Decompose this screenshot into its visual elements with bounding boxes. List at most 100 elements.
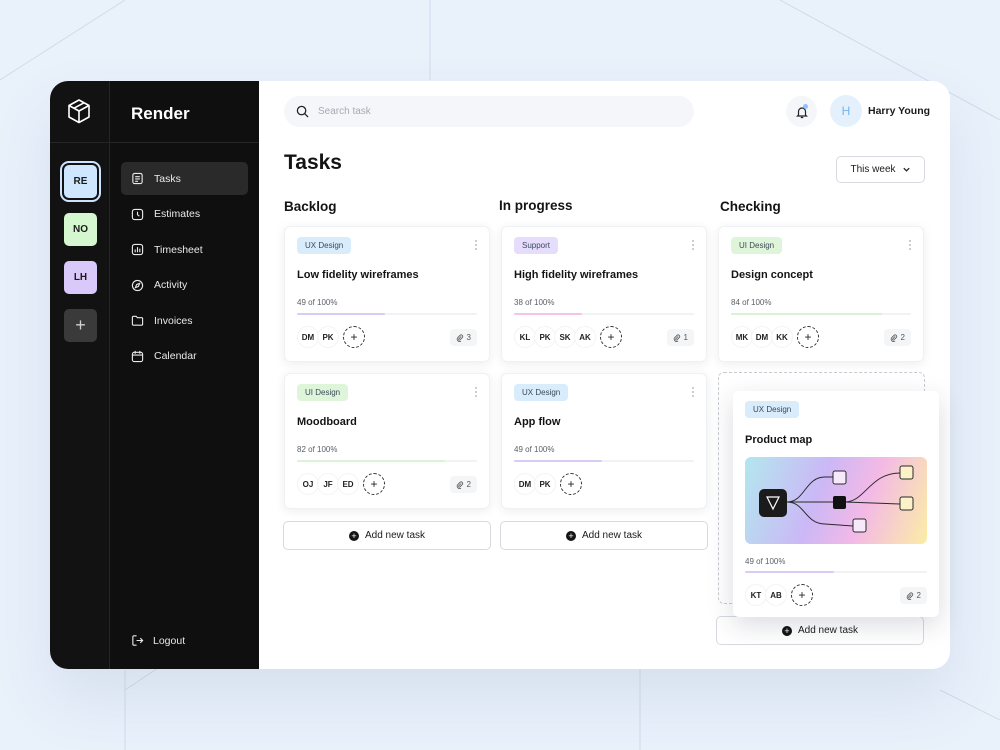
sidebar-item-activity[interactable]: Activity [121,269,248,302]
task-card[interactable]: UX Design Low fidelity wireframes 49 of 10… [284,226,490,362]
document-icon [132,172,143,185]
progress-bar-fill [731,313,883,315]
logout-button[interactable]: Logout [131,634,185,647]
task-title: High fidelity wireframes [514,269,639,281]
attachment-count[interactable]: 3 [449,329,477,346]
sidebar-item-timesheet[interactable]: Timesheet [121,233,248,266]
assignee-avatar[interactable]: PK [317,326,339,348]
progress-text: 82 of 100% [297,445,338,454]
attachment-count[interactable]: 2 [899,587,927,604]
add-task-button-backlog[interactable]: + Add new task [283,521,491,550]
add-assignee-button[interactable]: + [560,473,582,495]
category-tag: UX Design [514,384,569,401]
task-title: App flow [514,416,561,428]
add-task-button-in-progress[interactable]: + Add new task [500,521,708,550]
task-card[interactable]: UI Design Design concept 84 of 100% MK DM KK +… [718,226,924,362]
category-tag: Support [514,237,559,254]
logout-label: Logout [153,634,186,647]
search-bar [284,96,694,127]
assignee-avatar[interactable]: ED [337,473,359,495]
category-tag: UX Design [745,401,800,418]
search-icon [296,105,309,118]
app-name: Render [131,104,190,123]
progress-bar [745,571,927,573]
more-options-icon[interactable] [474,239,478,251]
assignee-list: DM PK + [297,326,365,348]
assignee-avatar[interactable]: KK [771,326,793,348]
column-title-checking: Checking [720,199,781,214]
more-options-icon[interactable] [691,239,695,251]
add-task-label: Add new task [364,530,426,541]
search-input[interactable] [318,106,668,117]
calendar-icon [131,350,144,363]
attachment-count[interactable]: 1 [666,329,694,346]
product-map-illustration [745,457,927,544]
progress-bar-fill [745,571,835,573]
chart-icon [131,244,144,256]
workspace-re[interactable]: RE [60,161,101,202]
add-task-label: Add new task [797,625,859,636]
attachment-count[interactable]: 2 [883,329,911,346]
assignee-avatar[interactable]: AK [574,326,596,348]
period-filter-dropdown[interactable]: This week [836,156,925,183]
task-title: Low fidelity wireframes [297,269,419,281]
attachment-count[interactable]: 2 [449,476,477,493]
progress-text: 49 of 100% [297,298,338,307]
paperclip-icon [890,333,897,342]
add-assignee-button[interactable]: + [791,584,813,606]
assignee-avatar[interactable]: DM [514,473,536,495]
assignee-avatar[interactable]: DM [297,326,319,348]
notifications-button[interactable] [786,96,817,127]
sidebar-item-label: Calendar [154,350,197,363]
user-menu[interactable]: H Harry Young [830,95,930,127]
progress-bar [514,313,694,315]
sidebar-item-tasks[interactable]: Tasks [121,162,248,195]
assignee-list: DM PK + [514,473,582,495]
assignee-avatar[interactable]: PK [534,473,556,495]
assignee-avatar[interactable]: PK [534,326,556,348]
category-tag: UI Design [731,237,783,254]
assignee-avatar[interactable]: DM [751,326,773,348]
avatar: H [830,95,862,127]
workspace-lh[interactable]: LH [64,261,97,294]
sidebar-item-label: Activity [154,279,188,292]
more-options-icon[interactable] [908,239,912,251]
assignee-avatar[interactable]: KL [514,326,536,348]
assignee-avatar[interactable]: OJ [297,473,319,495]
progress-bar-fill [514,313,583,315]
sidebar-item-invoices[interactable]: Invoices [121,304,248,337]
task-card[interactable]: UX Design App flow 49 of 100% DM PK + [501,373,707,509]
assignee-avatar[interactable]: AB [765,584,787,606]
progress-text: 49 of 100% [745,557,786,566]
period-filter-label: This week [850,164,896,175]
user-name: Harry Young [868,105,931,117]
workspace-no[interactable]: NO [64,213,97,246]
task-title: Product map [745,434,813,446]
clock-icon [131,208,144,220]
logout-icon [132,635,144,646]
sidebar-item-label: Estimates [154,208,201,221]
assignee-avatar[interactable]: MK [731,326,753,348]
more-options-icon[interactable] [474,386,478,398]
more-options-icon[interactable] [691,386,695,398]
assignee-avatar[interactable]: JF [317,473,339,495]
add-assignee-button[interactable]: + [600,326,622,348]
category-tag: UI Design [297,384,349,401]
sidebar-item-estimates[interactable]: Estimates [121,198,248,231]
add-workspace-button[interactable]: + [64,309,97,342]
sidebar-item-calendar[interactable]: Calendar [121,340,248,373]
task-card[interactable]: Support High fidelity wireframes 38 of 100… [501,226,707,362]
add-task-button-checking[interactable]: + Add new task [716,616,924,645]
assignee-avatar[interactable]: KT [745,584,767,606]
sidebar-item-label: Tasks [154,172,181,185]
add-assignee-button[interactable]: + [797,326,819,348]
compass-icon [131,279,144,291]
attachment-count-label: 2 [466,480,471,489]
add-assignee-button[interactable]: + [343,326,365,348]
dragged-task-card[interactable]: UX Design Product map 49 of 100% KT AB +2 [733,391,939,617]
attachment-count-label: 2 [916,591,921,600]
assignee-avatar[interactable]: SK [554,326,576,348]
category-tag: UX Design [297,237,352,254]
add-assignee-button[interactable]: + [363,473,385,495]
task-card[interactable]: UI Design Moodboard 82 of 100% OJ JF ED +2 [284,373,490,509]
